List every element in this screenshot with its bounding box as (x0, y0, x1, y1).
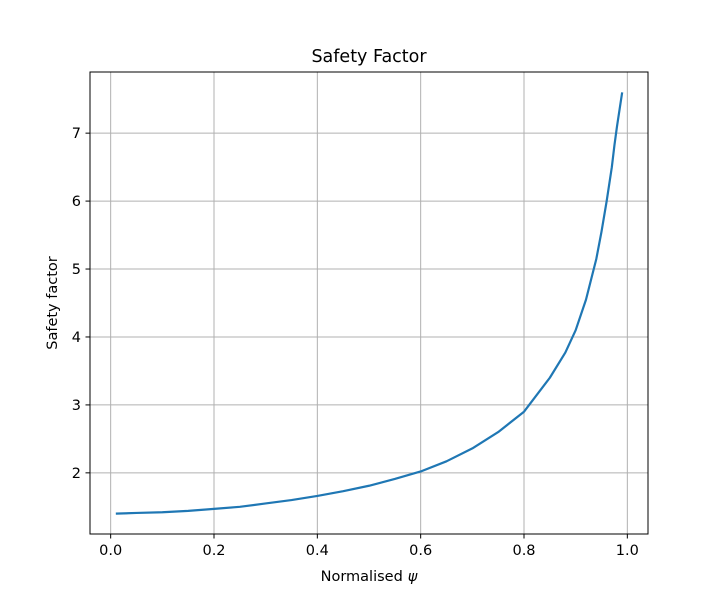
x-axis-label-text: Normalised (321, 569, 403, 585)
x-tick-label: 0.8 (512, 543, 535, 559)
y-tick-label: 7 (72, 126, 81, 142)
y-tick-label: 2 (72, 466, 81, 482)
x-tick-label: 0.4 (306, 543, 329, 559)
y-tick-label: 6 (72, 194, 81, 210)
y-tick-label: 4 (72, 330, 81, 346)
x-tick-label: 0.6 (409, 543, 432, 559)
x-axis-label: Normalised ψ (321, 569, 418, 585)
series-layer (115, 92, 624, 515)
y-tick-label: 5 (72, 262, 81, 278)
x-tick-label: 0.2 (202, 543, 225, 559)
x-tick-label: 0.0 (99, 543, 122, 559)
chart-title: Safety Factor (311, 47, 427, 67)
plot-frame (89, 71, 649, 535)
y-axis-label: Safety factor (45, 256, 61, 350)
x-tick-label: 1.0 (616, 543, 639, 559)
ticks: 0.0 0.2 0.4 0.6 0.8 1.0 2 3 4 5 6 7 (72, 126, 639, 559)
plot-area-background (90, 72, 648, 534)
grid (90, 72, 648, 534)
y-tick-label: 3 (72, 398, 81, 414)
safety-factor-line (115, 92, 624, 515)
x-axis-label-symbol: ψ (408, 569, 418, 585)
